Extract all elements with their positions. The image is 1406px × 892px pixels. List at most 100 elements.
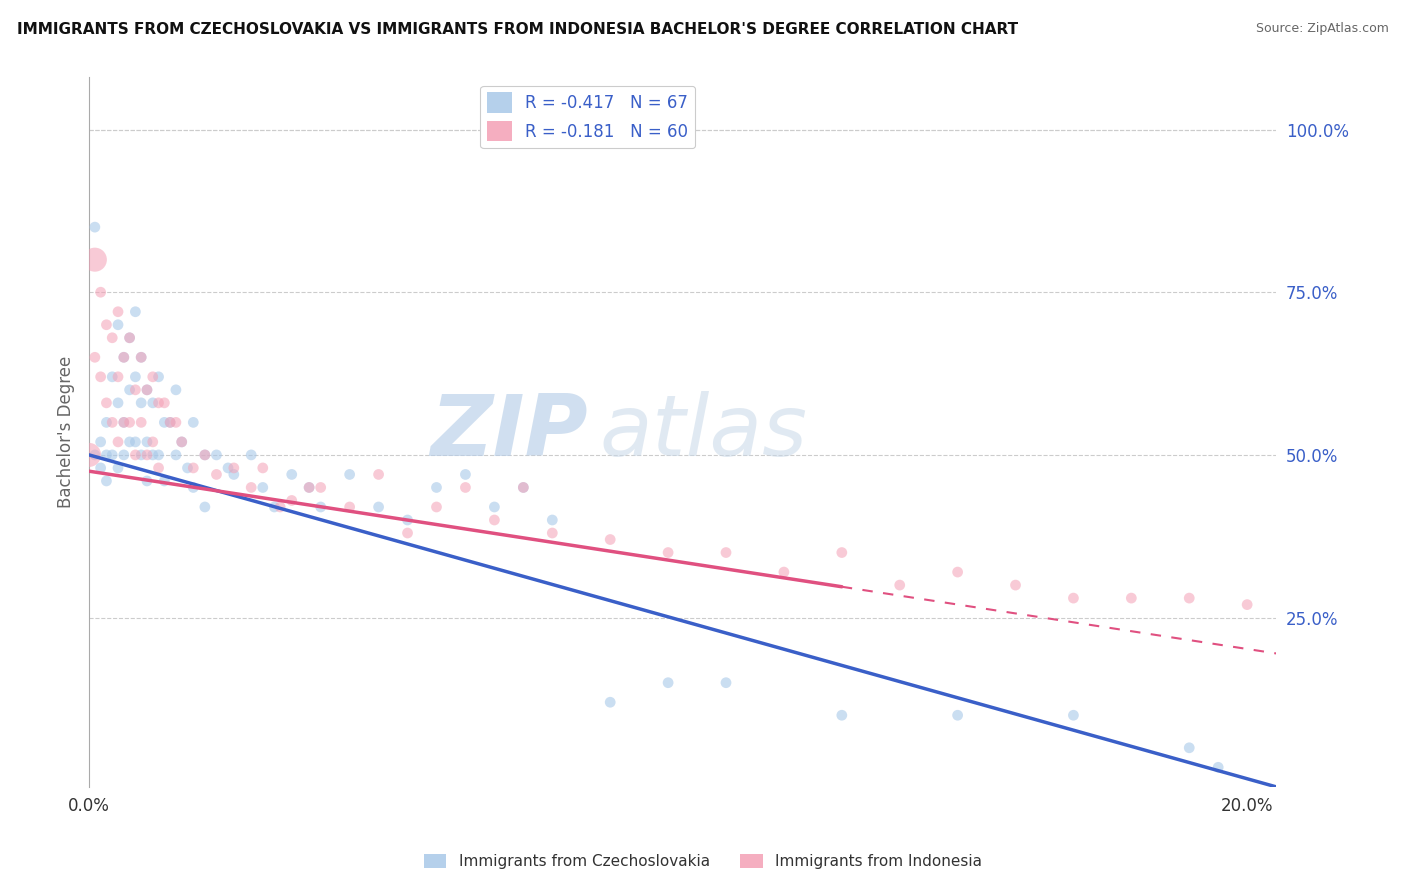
Point	[484, 513, 506, 527]
Point	[425, 480, 447, 494]
Point	[118, 383, 141, 397]
Point	[90, 369, 112, 384]
Point	[714, 545, 737, 559]
Point	[148, 448, 170, 462]
Point	[454, 480, 477, 494]
Point	[124, 369, 146, 384]
Legend: Immigrants from Czechoslovakia, Immigrants from Indonesia: Immigrants from Czechoslovakia, Immigran…	[418, 848, 988, 875]
Point	[222, 461, 245, 475]
Point	[136, 383, 159, 397]
Point	[124, 383, 146, 397]
Point	[101, 416, 124, 430]
Point	[298, 480, 321, 494]
Point	[339, 500, 361, 514]
Point	[90, 461, 112, 475]
Point	[118, 331, 141, 345]
Legend: R = -0.417   N = 67, R = -0.181   N = 60: R = -0.417 N = 67, R = -0.181 N = 60	[481, 86, 695, 148]
Point	[142, 396, 165, 410]
Point	[107, 396, 129, 410]
Point	[170, 434, 193, 449]
Point	[181, 480, 204, 494]
Point	[101, 331, 124, 345]
Point	[367, 500, 389, 514]
Point	[96, 318, 118, 332]
Point	[1062, 708, 1084, 723]
Point	[1004, 578, 1026, 592]
Point	[541, 526, 564, 541]
Point	[946, 565, 969, 579]
Point	[240, 448, 263, 462]
Point	[148, 369, 170, 384]
Point	[107, 304, 129, 318]
Point	[339, 467, 361, 482]
Point	[889, 578, 911, 592]
Point	[205, 448, 228, 462]
Point	[112, 351, 135, 365]
Point	[159, 416, 181, 430]
Point	[107, 369, 129, 384]
Point	[112, 416, 135, 430]
Point	[77, 448, 100, 462]
Point	[599, 695, 621, 709]
Point	[142, 369, 165, 384]
Point	[541, 513, 564, 527]
Point	[280, 493, 302, 508]
Point	[309, 500, 332, 514]
Point	[112, 448, 135, 462]
Point	[136, 474, 159, 488]
Point	[263, 500, 285, 514]
Point	[396, 526, 419, 541]
Point	[107, 434, 129, 449]
Point	[484, 500, 506, 514]
Point	[1206, 760, 1229, 774]
Point	[1062, 591, 1084, 606]
Point	[112, 416, 135, 430]
Point	[831, 708, 853, 723]
Point	[252, 461, 274, 475]
Point	[107, 461, 129, 475]
Point	[148, 461, 170, 475]
Point	[165, 416, 187, 430]
Point	[101, 448, 124, 462]
Point	[90, 434, 112, 449]
Point	[153, 396, 176, 410]
Point	[396, 513, 419, 527]
Point	[194, 448, 217, 462]
Text: ZIP: ZIP	[430, 391, 588, 474]
Point	[142, 448, 165, 462]
Point	[96, 474, 118, 488]
Point	[512, 480, 534, 494]
Point	[657, 675, 679, 690]
Point	[96, 448, 118, 462]
Point	[136, 448, 159, 462]
Point	[159, 416, 181, 430]
Point	[714, 675, 737, 690]
Point	[118, 434, 141, 449]
Point	[194, 448, 217, 462]
Point	[1121, 591, 1143, 606]
Text: Source: ZipAtlas.com: Source: ZipAtlas.com	[1256, 22, 1389, 36]
Point	[101, 369, 124, 384]
Point	[83, 220, 105, 235]
Point	[83, 448, 105, 462]
Point	[165, 448, 187, 462]
Point	[107, 318, 129, 332]
Point	[153, 416, 176, 430]
Point	[83, 351, 105, 365]
Point	[599, 533, 621, 547]
Point	[118, 416, 141, 430]
Point	[181, 416, 204, 430]
Point	[129, 448, 152, 462]
Point	[129, 416, 152, 430]
Point	[367, 467, 389, 482]
Point	[129, 351, 152, 365]
Point	[773, 565, 796, 579]
Point	[240, 480, 263, 494]
Point	[1178, 591, 1201, 606]
Point	[176, 461, 198, 475]
Point	[170, 434, 193, 449]
Point	[298, 480, 321, 494]
Text: atlas: atlas	[599, 391, 807, 474]
Point	[136, 434, 159, 449]
Point	[136, 383, 159, 397]
